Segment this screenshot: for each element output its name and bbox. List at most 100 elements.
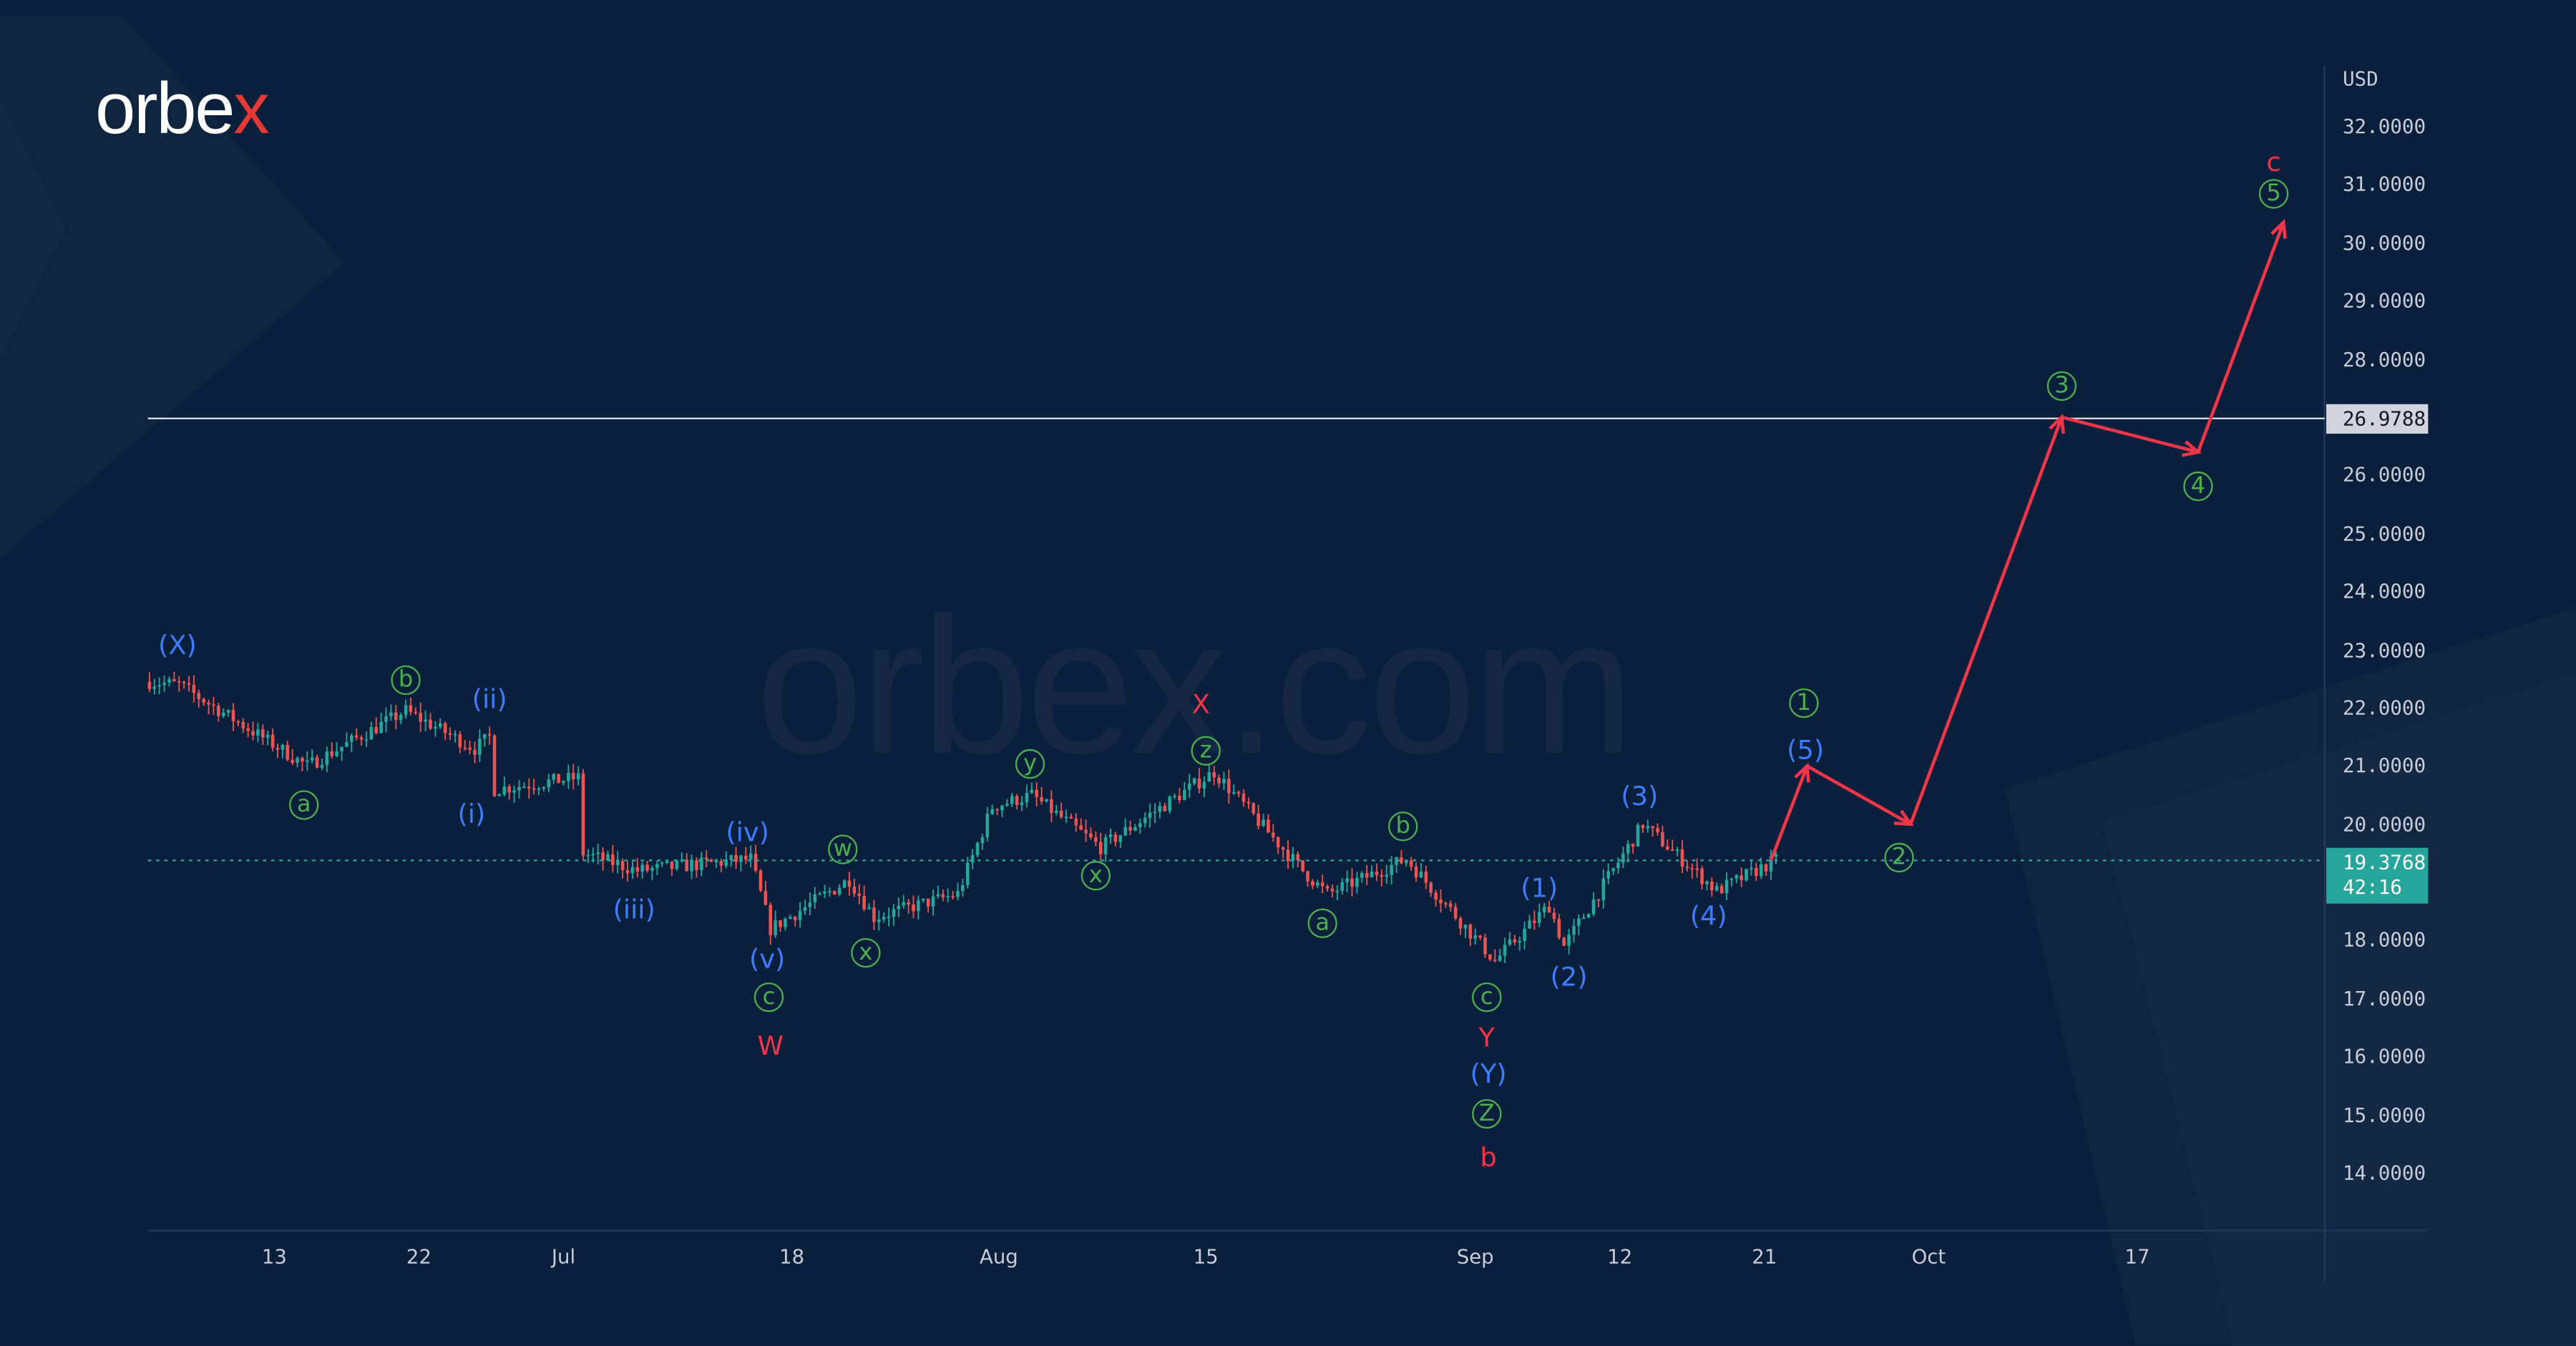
candle-body [1035, 789, 1039, 797]
candle-body [330, 751, 334, 756]
x-tick-label: 15 [1193, 1245, 1219, 1269]
candle-body [1656, 828, 1659, 832]
candle-body [246, 728, 250, 731]
candle-body [990, 809, 995, 814]
candle-body [789, 917, 792, 919]
candle-body [1759, 864, 1763, 877]
candle-body [1010, 796, 1014, 804]
candle-body [527, 786, 531, 789]
candle-body [1252, 803, 1256, 814]
candle-body [1197, 778, 1201, 789]
candle-body [1537, 912, 1541, 923]
candle-body [1301, 860, 1304, 872]
candle-body [1236, 791, 1241, 794]
candle-body [1340, 882, 1345, 892]
candle-body [847, 880, 852, 887]
wave-label: (2) [1550, 961, 1588, 993]
wave-label: z [1191, 736, 1221, 766]
candle-body [557, 774, 560, 784]
candle-body [1685, 867, 1689, 868]
candle-body [1769, 856, 1773, 872]
candle-body [1577, 918, 1581, 926]
candle-body [537, 789, 541, 790]
candle-body [1552, 912, 1556, 920]
x-tick-label: 13 [261, 1245, 287, 1269]
candle-body [286, 745, 290, 760]
candle-body [394, 712, 398, 721]
y-tick-label: 30.0000 [2342, 231, 2426, 255]
candle-body [1079, 825, 1083, 830]
candle-body [261, 729, 265, 738]
x-tick-label: 21 [1752, 1245, 1777, 1269]
candle-body [685, 859, 688, 872]
wave-label: x [851, 937, 881, 968]
y-tick-label: 16.0000 [2342, 1045, 2426, 1068]
candle-body [1473, 935, 1478, 939]
candle-body [532, 788, 536, 790]
candle-body [1690, 867, 1694, 869]
candle-body [202, 698, 205, 703]
candle-body [1320, 882, 1324, 887]
candle-body [630, 867, 635, 874]
candle-body [345, 741, 348, 747]
candle-body [1557, 919, 1561, 938]
candle-body [320, 765, 324, 768]
candle-body [1542, 907, 1546, 912]
candle-body [1355, 877, 1359, 887]
candle-body [167, 679, 171, 683]
candle-body [1098, 842, 1103, 855]
wave-label: a [1307, 908, 1337, 938]
candle-body [1719, 886, 1724, 894]
x-tick-label: Jul [551, 1245, 576, 1269]
candle-body [1183, 789, 1186, 801]
candle-body [1562, 937, 1566, 946]
candle-body [212, 704, 215, 706]
candle-body [1774, 854, 1778, 857]
candle-body [1257, 813, 1260, 826]
wave-label: 3 [2046, 371, 2077, 401]
wave-label: y [1015, 748, 1045, 779]
candle-body [241, 722, 245, 729]
candle-body [404, 705, 408, 716]
candle-body [739, 855, 743, 862]
candle-body [1705, 882, 1709, 884]
candle-body [941, 894, 945, 897]
candle-body [1291, 854, 1295, 862]
y-tick-label: 24.0000 [2342, 580, 2426, 603]
x-tick-label: 17 [2124, 1245, 2150, 1269]
candle-body [1375, 871, 1379, 875]
candle-body [478, 738, 482, 755]
candle-body [1700, 868, 1704, 884]
candle-body [970, 855, 975, 863]
candle-body [581, 773, 585, 856]
candle-body [892, 909, 896, 917]
candle-body [1714, 886, 1719, 891]
candle-body [350, 735, 353, 742]
candle-body [1173, 796, 1176, 797]
candle-body [1246, 801, 1251, 804]
candle-body [1015, 796, 1019, 805]
wave-label: Z [1472, 1098, 1502, 1129]
candle-body [763, 890, 768, 905]
candle-body [384, 716, 388, 722]
candle-body [399, 715, 403, 721]
candle-body [567, 773, 570, 781]
candle-body [1616, 862, 1620, 869]
candle-body [1498, 955, 1502, 961]
candle-body [1400, 857, 1403, 864]
candle-body [325, 751, 329, 766]
candle-body [709, 859, 713, 862]
candle-body [1045, 799, 1048, 802]
candle-body [1646, 826, 1650, 829]
candle-body [463, 747, 467, 749]
candle-body [182, 682, 186, 683]
candle-body [1074, 818, 1078, 826]
candle-body [1306, 871, 1309, 882]
candle-body [1330, 888, 1335, 892]
candle-body [1586, 914, 1591, 918]
candle-body [473, 749, 477, 755]
candle-body [823, 891, 826, 894]
candle-body [1311, 881, 1314, 886]
projection-segment [1908, 416, 2064, 825]
